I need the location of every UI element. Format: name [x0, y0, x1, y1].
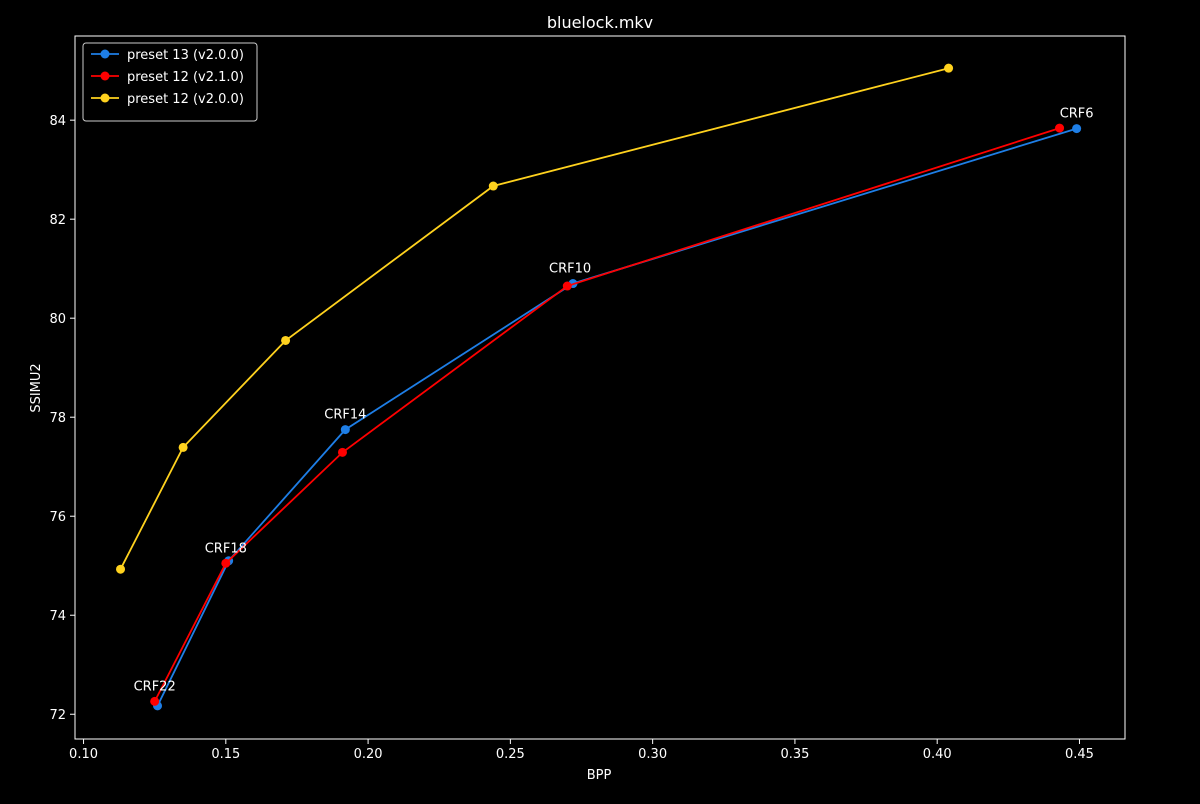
x-tick-label: 0.30: [638, 747, 667, 762]
x-tick-label: 0.25: [496, 747, 525, 762]
legend-swatch-marker: [100, 93, 110, 103]
chart-title: bluelock.mkv: [547, 13, 653, 32]
data-point-series-2: [562, 281, 572, 291]
plot-area: 0.10 0.15 0.20 0.25 0.30 0.35 0.40 0.45 72 74 76 78…: [49, 35, 1126, 762]
x-tick-label: 0.15: [211, 747, 240, 762]
data-point-series-3: [488, 181, 498, 191]
x-tick-label: 0.35: [780, 747, 809, 762]
legend-entry: preset 12 (v2.0.0): [127, 92, 244, 107]
x-tick-label: 0.10: [69, 747, 98, 762]
data-point-series-2: [221, 558, 231, 568]
y-tick-label: 76: [49, 510, 66, 525]
legend-swatch-marker: [100, 71, 110, 81]
y-tick-label: 74: [49, 609, 66, 624]
data-point-series-3: [281, 335, 291, 345]
data-point-series-2: [150, 696, 160, 706]
y-tick-label: 78: [49, 411, 66, 426]
legend-box: [82, 42, 258, 122]
x-tick-label: 0.20: [354, 747, 383, 762]
data-point-series-2: [1055, 123, 1065, 133]
y-tick-label: 72: [49, 708, 66, 723]
data-point-series-3: [116, 564, 126, 574]
crf-annotation: CRF14: [324, 408, 366, 423]
legend-entry: preset 12 (v2.1.0): [127, 70, 244, 85]
y-tick-label: 80: [49, 312, 66, 327]
x-axis-label: BPP: [587, 768, 612, 783]
crf-annotation: CRF18: [205, 541, 247, 556]
data-point-series-1: [1072, 124, 1082, 134]
y-tick-label: 84: [49, 114, 66, 129]
legend-swatch-marker: [100, 49, 110, 59]
crf-annotation: CRF22: [134, 679, 176, 694]
plot-frame: [74, 35, 1126, 740]
crf-annotation: CRF10: [549, 262, 591, 277]
legend: preset 13 (v2.0.0) preset 12 (v2.1.0) pres…: [82, 42, 258, 122]
x-tick-label: 0.40: [923, 747, 952, 762]
data-point-series-3: [944, 63, 954, 73]
data-point-series-2: [337, 447, 347, 457]
data-point-series-1: [340, 425, 350, 435]
crf-annotation: CRF6: [1060, 107, 1094, 122]
legend-entry: preset 13 (v2.0.0): [127, 48, 244, 63]
y-tick-label: 82: [49, 213, 66, 228]
x-tick-label: 0.45: [1065, 747, 1094, 762]
data-point-series-3: [178, 442, 188, 452]
y-axis-label: SSIMU2: [29, 363, 44, 412]
